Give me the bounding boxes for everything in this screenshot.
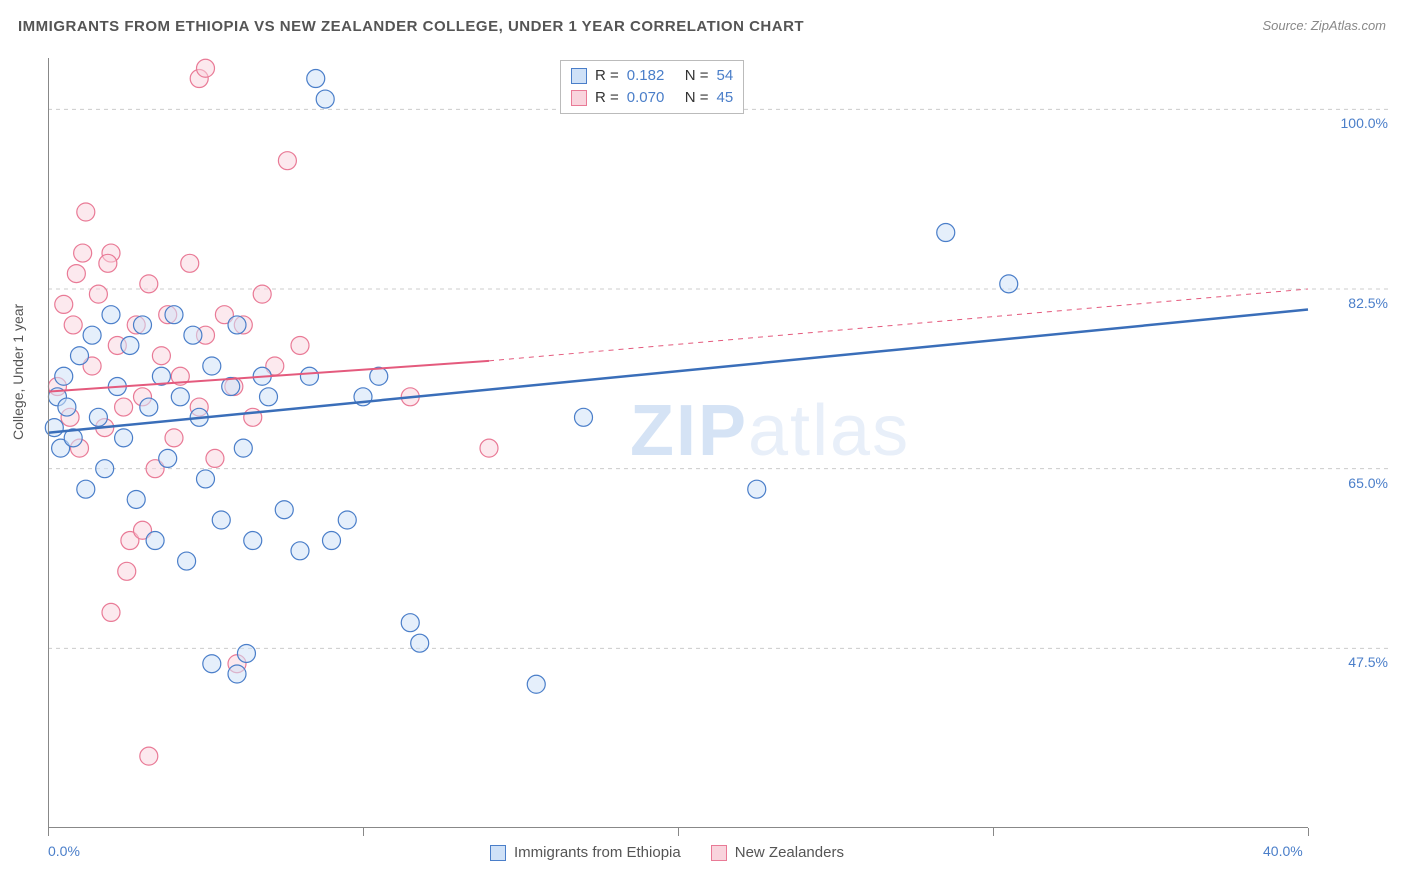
- x-tick-label: 40.0%: [1263, 843, 1303, 859]
- n-label: N =: [685, 65, 709, 87]
- x-tick: [678, 828, 679, 836]
- stat-legend: R = 0.182 N = 54 R = 0.070 N = 45: [560, 60, 744, 114]
- bottom-legend: Immigrants from Ethiopia New Zealanders: [490, 844, 844, 861]
- y-tick-label: 82.5%: [1318, 295, 1388, 311]
- swatch-pink-icon: [571, 90, 587, 106]
- r-value-0: 0.182: [627, 65, 677, 87]
- stat-legend-row-0: R = 0.182 N = 54: [571, 65, 733, 87]
- n-value-0: 54: [717, 65, 734, 87]
- swatch-blue-icon: [571, 68, 587, 84]
- swatch-pink-icon: [711, 845, 727, 861]
- x-tick: [48, 828, 49, 836]
- plot-area: [48, 58, 1308, 828]
- x-tick: [993, 828, 994, 836]
- n-label: N =: [685, 87, 709, 109]
- legend-label-1: New Zealanders: [735, 844, 844, 861]
- stat-legend-row-1: R = 0.070 N = 45: [571, 87, 733, 109]
- bottom-legend-item-0: Immigrants from Ethiopia: [490, 844, 681, 861]
- y-tick-label: 65.0%: [1318, 475, 1388, 491]
- x-tick: [363, 828, 364, 836]
- x-tick: [1308, 828, 1309, 836]
- bottom-legend-item-1: New Zealanders: [711, 844, 844, 861]
- legend-label-0: Immigrants from Ethiopia: [514, 844, 681, 861]
- chart-container: IMMIGRANTS FROM ETHIOPIA VS NEW ZEALANDE…: [0, 0, 1406, 892]
- y-tick-label: 100.0%: [1318, 115, 1388, 131]
- n-value-1: 45: [717, 87, 734, 109]
- x-tick-label: 0.0%: [48, 843, 80, 859]
- r-label: R =: [595, 87, 619, 109]
- swatch-blue-icon: [490, 845, 506, 861]
- r-value-1: 0.070: [627, 87, 677, 109]
- y-tick-label: 47.5%: [1318, 654, 1388, 670]
- r-label: R =: [595, 65, 619, 87]
